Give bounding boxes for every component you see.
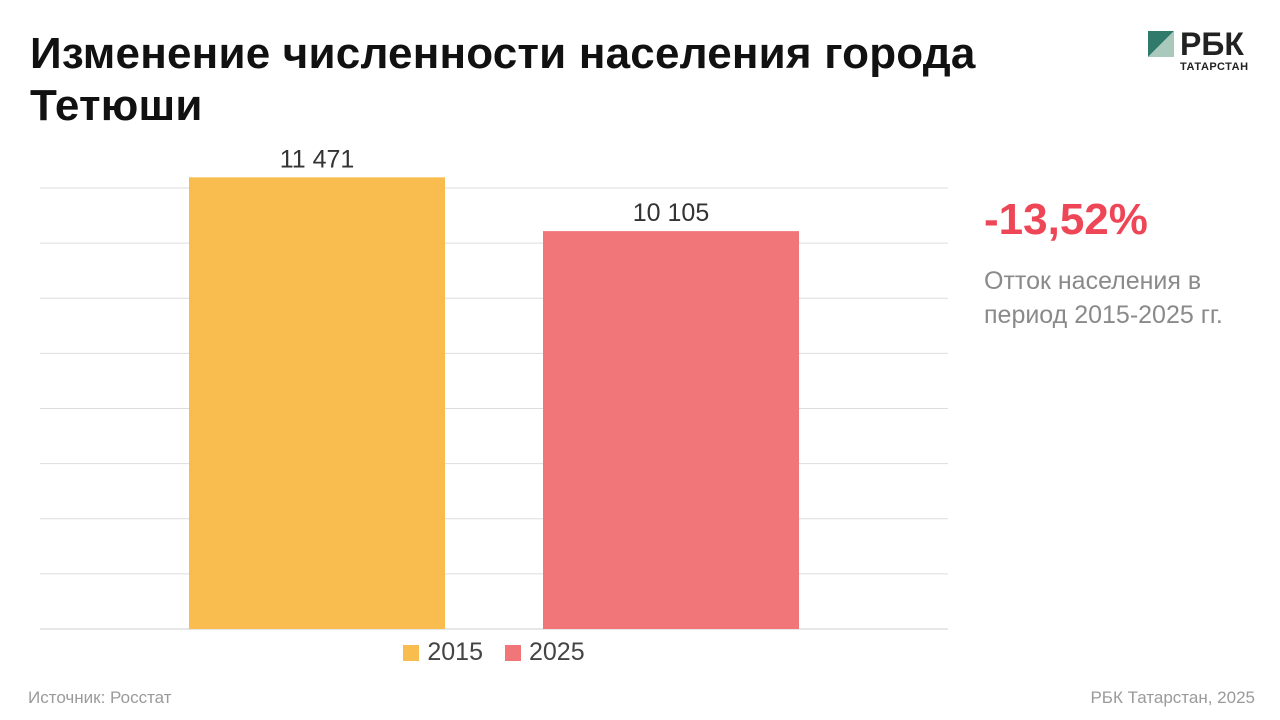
change-description: Отток населения в период 2015-2025 гг. <box>984 267 1223 329</box>
logo-mark-icon <box>1148 31 1174 57</box>
change-percent: -13,52% <box>984 195 1148 244</box>
legend-swatch-2025 <box>505 644 521 661</box>
legend-swatch-2015 <box>403 644 420 661</box>
credit-note: РБК Татарстан, 2025 <box>1090 688 1255 707</box>
chart-title: Изменение численности населения города Т… <box>30 29 976 130</box>
legend-item-2025: 2025 <box>505 638 585 667</box>
bar-2015 <box>189 177 445 629</box>
legend-item-2015: 2015 <box>403 638 483 667</box>
logo-region: ТАТАРСТАН <box>1180 61 1249 73</box>
data-label-2025: 10 105 <box>633 199 709 227</box>
rbk-logo: РБК ТАТАРСТАН <box>1148 26 1258 78</box>
data-label-2015: 11 471 <box>280 145 355 173</box>
legend-label-2025: 2025 <box>529 638 585 666</box>
legend-label-2015: 2015 <box>427 638 483 666</box>
bar-2025 <box>543 231 799 629</box>
bar-chart: 11 471 10 105 <box>40 145 948 630</box>
logo-brand: РБК <box>1180 26 1244 62</box>
source-note: Источник: Росстат <box>28 688 172 707</box>
chart-legend: 2015 2025 <box>0 638 988 667</box>
